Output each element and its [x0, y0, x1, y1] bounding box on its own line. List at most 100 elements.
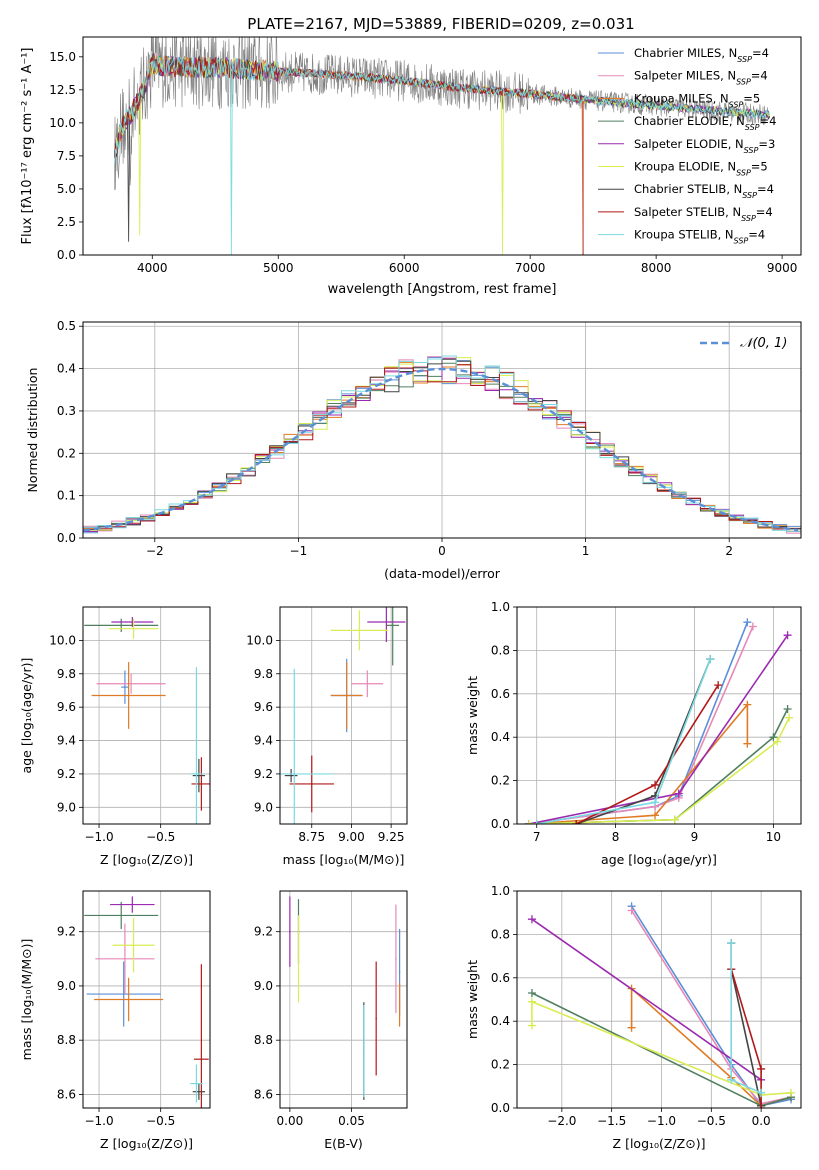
x-tick-label: −1 — [290, 544, 308, 558]
data-point — [130, 682, 132, 685]
data-point — [132, 944, 135, 947]
y-tick-label: 0.6 — [491, 971, 510, 985]
x-tick-label: 6000 — [389, 261, 420, 275]
data-point-marker — [757, 1104, 766, 1108]
data-point-marker — [532, 820, 541, 824]
x-tick-label: 0 — [438, 544, 446, 558]
series-line — [575, 658, 712, 824]
x-tick-label: −2.0 — [547, 1114, 576, 1128]
axes-frame — [82, 890, 211, 1109]
data-point — [290, 774, 292, 777]
data-point-marker — [727, 939, 736, 948]
y-tick-label: 10.0 — [49, 633, 76, 647]
chart-age-vs-Z: −1.0 −0.5 9.0 9.2 9.4 9.6 9.8 10.0 Z [log₁₀(Z/Z⊙… — [19, 606, 211, 867]
x-axis-label: wavelength [Angstrom, rest frame] — [328, 282, 557, 297]
data-point — [345, 694, 348, 697]
legend-entry: Kroupa STELIB, NSSP=4 — [634, 228, 765, 246]
legend-entry: Kroupa MILES, NSSP=5 — [634, 91, 760, 109]
chart-spectrum: 4000 5000 6000 7000 8000 9000 0.0 2.5 5.0 7.5 10.0… — [20, 36, 802, 297]
data-point-marker — [743, 618, 752, 627]
data-point-marker — [572, 820, 581, 824]
data-point-marker — [748, 622, 757, 631]
plot-content — [83, 355, 801, 538]
data-point — [398, 1004, 401, 1006]
y-tick-label: 0.2 — [491, 774, 510, 788]
data-point-marker — [727, 1075, 736, 1084]
plot-content — [524, 618, 794, 824]
plot-content — [84, 617, 210, 824]
plot-content — [114, 37, 770, 255]
y-tick-label: 1.0 — [491, 600, 510, 614]
y-tick-label: 1.0 — [491, 884, 510, 898]
axes-frame — [279, 606, 408, 825]
data-point-marker — [773, 737, 782, 746]
y-tick-label: 0.0 — [491, 817, 510, 831]
y-tick-label: 9.0 — [57, 979, 76, 993]
plot-content — [280, 607, 406, 824]
plot-content — [289, 896, 401, 1100]
data-point-marker — [527, 915, 536, 924]
x-tick-label: −1.0 — [84, 1114, 113, 1128]
x-tick-label: 0.05 — [338, 1114, 365, 1128]
data-point-marker — [527, 988, 536, 997]
y-tick-label: 9.2 — [254, 925, 273, 939]
axes-frame — [516, 890, 802, 1109]
data-point — [120, 914, 123, 917]
x-axis-label: (data-model)/error — [384, 566, 501, 581]
data-point-marker — [674, 789, 683, 798]
axes-frame — [82, 36, 802, 256]
legend-entry: 𝒩(0, 1) — [740, 336, 787, 351]
legend-entry: Kroupa ELODIE, NSSP=5 — [634, 160, 768, 178]
chart-age-vs-mass: 8.75 9.00 9.25 9.0 9.2 9.4 9.6 9.8 10.0 mass [log… — [246, 606, 408, 867]
data-point — [297, 958, 300, 960]
data-point — [391, 624, 394, 627]
spectrum-model-line — [114, 55, 770, 255]
y-tick-label: 0.2 — [491, 1058, 510, 1072]
data-point-marker — [524, 820, 533, 824]
x-tick-label: 7000 — [515, 261, 546, 275]
x-tick-label: −2 — [146, 544, 164, 558]
x-tick-label: −1.0 — [84, 830, 113, 844]
data-point-marker — [527, 1021, 536, 1030]
y-tick-label: 9.8 — [57, 667, 76, 681]
series-line — [536, 658, 712, 824]
y-tick-label: 9.8 — [254, 667, 273, 681]
normal-curve — [83, 367, 799, 532]
data-point — [310, 783, 313, 785]
data-point — [127, 998, 130, 1001]
data-point — [385, 621, 388, 623]
data-point — [293, 773, 296, 775]
y-tick-label: 15.0 — [49, 50, 76, 64]
y-tick-label: 0.2 — [57, 446, 76, 460]
data-point-marker — [651, 811, 660, 820]
y-axis-label: age [log₁₀(age/yr)] — [19, 658, 34, 774]
data-point-marker — [627, 906, 636, 915]
data-point-marker — [757, 1088, 766, 1097]
data-point — [195, 1082, 198, 1085]
x-axis-label: mass [log₁₀(M/M⊙)] — [283, 852, 405, 867]
x-axis-label: Z [log₁₀(Z/Z⊙)] — [613, 1136, 706, 1151]
x-tick-label: 2 — [725, 544, 733, 558]
y-tick-label: 5.0 — [57, 182, 76, 196]
y-tick-label: 0.8 — [491, 927, 510, 941]
y-tick-label: 10.0 — [246, 633, 273, 647]
chart-massweight-vs-age: 7 8 9 10 0.0 0.2 0.4 0.6 0.8 1.0 age [log₁₀(age/yr… — [465, 600, 802, 867]
y-tick-label: 0.4 — [57, 362, 76, 376]
series-line — [531, 1000, 792, 1096]
y-tick-label: 0.1 — [57, 489, 76, 503]
y-tick-label: 9.6 — [57, 700, 76, 714]
y-tick-label: 10.0 — [49, 116, 76, 130]
data-point-marker — [743, 739, 752, 748]
axes-frame — [279, 890, 408, 1109]
y-tick-label: 9.2 — [254, 767, 273, 781]
data-point — [366, 682, 369, 685]
plot-area: 4000 5000 6000 7000 8000 90000.02.55.07.510.0… — [19, 36, 802, 1151]
y-tick-label: 9.2 — [57, 767, 76, 781]
x-tick-label: 4000 — [137, 261, 168, 275]
data-point — [195, 773, 198, 775]
data-point-marker — [787, 1088, 796, 1097]
y-tick-label: 8.6 — [57, 1087, 76, 1101]
x-tick-label: −0.5 — [146, 1114, 175, 1128]
data-point — [124, 686, 126, 688]
series-line — [528, 717, 790, 824]
